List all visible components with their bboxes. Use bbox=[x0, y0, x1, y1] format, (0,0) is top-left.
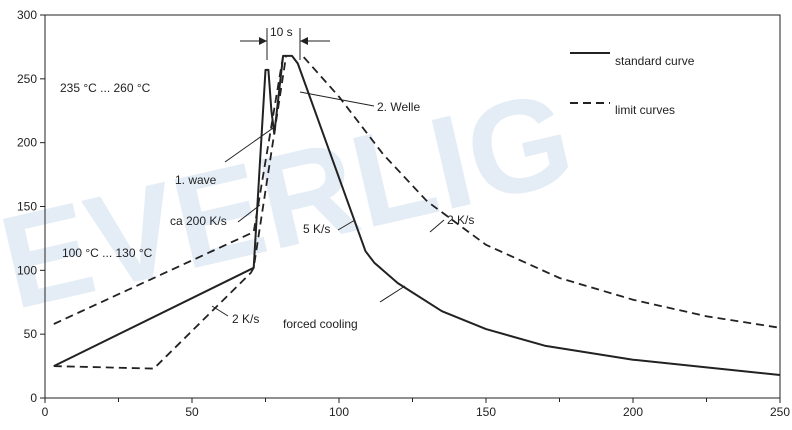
y-tick-label: 100 bbox=[17, 263, 37, 277]
legend-label-standard: standard curve bbox=[615, 54, 695, 68]
y-tick-label: 300 bbox=[17, 8, 37, 22]
leader-1-wave bbox=[224, 125, 277, 163]
leader-5ks bbox=[337, 219, 356, 231]
y-tick-label: 0 bbox=[30, 391, 37, 405]
series-group bbox=[53, 54, 781, 376]
dimension-arrowhead-right bbox=[300, 37, 308, 45]
x-tick-label: 150 bbox=[476, 405, 496, 419]
dimension-arrowhead-left bbox=[259, 37, 267, 45]
legend-label-limit: limit curves bbox=[615, 103, 675, 117]
x-tick-label: 200 bbox=[623, 405, 643, 419]
leader-2ks-right bbox=[429, 219, 445, 233]
annotation-5ks: 5 K/s bbox=[303, 222, 330, 236]
leader-forced-cooling bbox=[379, 285, 406, 303]
annotation-10s: 10 s bbox=[270, 25, 293, 39]
limit-curve-line-3 bbox=[303, 56, 781, 329]
annotation-forced-cooling: forced cooling bbox=[283, 317, 358, 331]
x-tick-label: 50 bbox=[185, 405, 199, 419]
axes: 0 50 100 150 200 250 0 50 100 150 200 250 300 bbox=[17, 8, 790, 419]
annotation-group: 235 °C ... 260 °C 100 °C ... 130 °C 10 s… bbox=[60, 25, 474, 331]
watermark: EVERLIG bbox=[0, 63, 586, 337]
annotation-peak-temp: 235 °C ... 260 °C bbox=[60, 81, 151, 95]
annotation-2ks-right: 2 K/s bbox=[447, 213, 474, 227]
limit-curve-line-2 bbox=[53, 55, 287, 370]
annotation-1-wave: 1. wave bbox=[175, 173, 217, 187]
leader-2ks-left bbox=[211, 305, 229, 317]
x-tick-label: 100 bbox=[329, 405, 349, 419]
leader-2-welle bbox=[299, 91, 375, 107]
y-tick-label: 250 bbox=[17, 72, 37, 86]
legend: standard curve limit curves bbox=[570, 52, 695, 117]
x-tick-label: 0 bbox=[42, 405, 49, 419]
annotation-preheat-temp: 100 °C ... 130 °C bbox=[62, 246, 153, 260]
y-tick-label: 50 bbox=[24, 327, 38, 341]
annotation-2-welle: 2. Welle bbox=[377, 100, 420, 114]
limit-curve-line-1 bbox=[53, 55, 284, 325]
standard-curve-line bbox=[53, 54, 781, 376]
annotation-200ks: ca 200 K/s bbox=[170, 214, 227, 228]
y-tick-label: 200 bbox=[17, 136, 37, 150]
x-tick-label: 250 bbox=[770, 405, 790, 419]
leader-200ks bbox=[237, 204, 261, 223]
y-tick-label: 150 bbox=[17, 200, 37, 214]
annotation-2ks-left: 2 K/s bbox=[232, 312, 259, 326]
